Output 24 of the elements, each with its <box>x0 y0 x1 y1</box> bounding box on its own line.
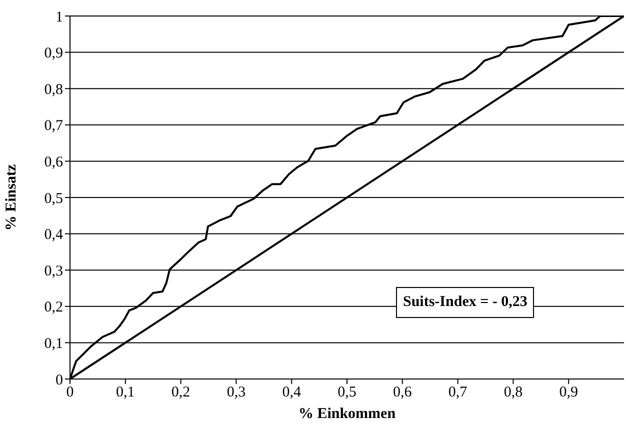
x-tick-label: 0,7 <box>448 384 468 401</box>
x-tick-label: 0,9 <box>559 384 578 401</box>
y-tick-label: 0 <box>56 372 63 388</box>
y-tick-label: 0,1 <box>44 336 63 352</box>
x-tick-label: 0,2 <box>171 384 190 401</box>
y-tick-label: 0,9 <box>44 46 63 62</box>
y-tick-label: 1 <box>56 9 63 26</box>
x-axis-title: % Einkommen <box>298 406 396 422</box>
y-axis-title: % Einsatz <box>3 164 20 231</box>
annotation: Suits-Index = - 0,23 <box>396 287 534 318</box>
y-tick-label: 0,7 <box>44 118 64 134</box>
y-tick-label: 0,3 <box>44 263 63 280</box>
x-tick-label: 0,8 <box>504 384 523 401</box>
x-tick-label: 0 <box>66 384 74 401</box>
x-tick-label: 0,5 <box>338 384 356 401</box>
y-tick-label: 0,2 <box>44 300 63 316</box>
x-tick-label: 0,1 <box>116 384 135 401</box>
x-tick-label: 0,3 <box>226 384 246 401</box>
x-tick-label: 0,4 <box>282 384 302 401</box>
y-tick-label: 0,5 <box>44 190 63 207</box>
x-tick-label: 0,6 <box>393 384 412 401</box>
y-tick-label: 0,8 <box>44 82 63 98</box>
y-tick-label: 0,6 <box>44 154 64 171</box>
y-tick-label: 0,4 <box>44 227 64 244</box>
